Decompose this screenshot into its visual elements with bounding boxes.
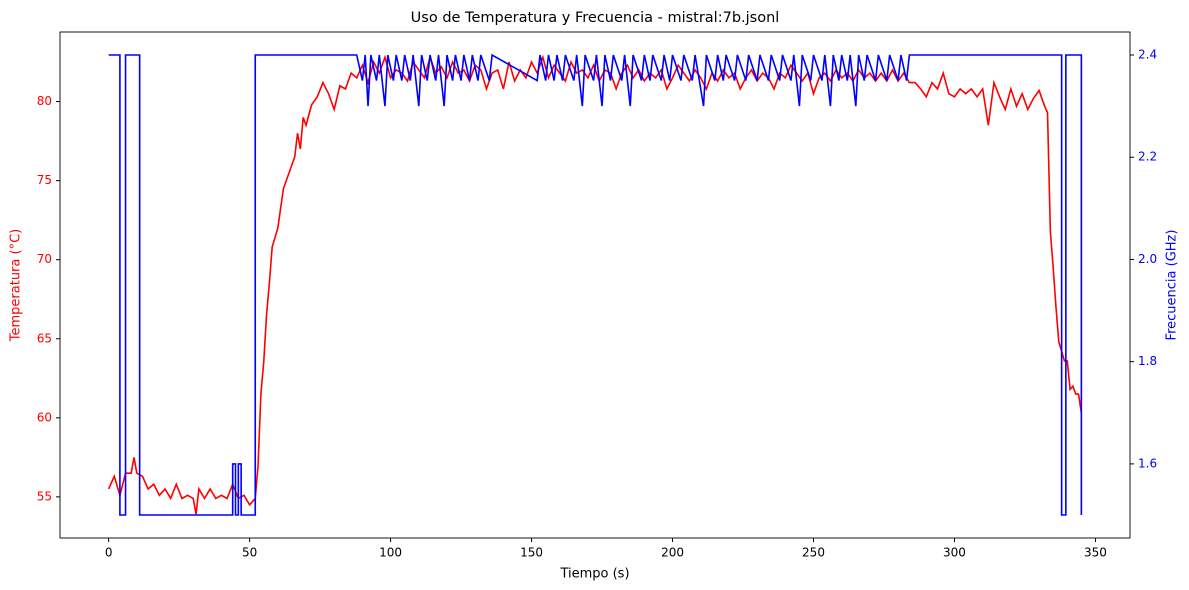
- x-axis-label: Tiempo (s): [559, 567, 629, 582]
- x-tick-label: 300: [943, 546, 966, 560]
- y2-tick-label: 2.2: [1138, 150, 1157, 164]
- y2-tick-label: 2.0: [1138, 252, 1157, 266]
- plot-frame: [59, 31, 1131, 539]
- chart-title: Uso de Temperatura y Frecuencia - mistra…: [411, 10, 780, 26]
- x-tick-label: 150: [520, 546, 543, 560]
- y2-tick-label: 2.4: [1138, 48, 1157, 62]
- y-axis-label: Temperatura (°C): [9, 229, 24, 342]
- y-tick-label: 75: [37, 173, 52, 187]
- y2-tick-label: 1.6: [1138, 456, 1157, 470]
- y-tick-label: 55: [37, 489, 52, 503]
- line-series: [108, 53, 1083, 516]
- y2-axis-label: Frecuencia (GHz): [1165, 230, 1180, 341]
- y-tick-label: 80: [37, 94, 52, 108]
- y-tick-label: 65: [37, 331, 52, 345]
- y2-tick-label: 1.8: [1138, 354, 1157, 368]
- x-tick-label: 50: [242, 546, 257, 560]
- x-tick-label: 200: [661, 546, 684, 560]
- y-tick-label: 70: [37, 252, 52, 266]
- line-series: [107, 54, 1083, 515]
- x-tick-label: 100: [379, 546, 402, 560]
- y-tick-label: 60: [37, 410, 52, 424]
- x-tick-label: 250: [802, 546, 825, 560]
- x-tick-label: 0: [105, 546, 113, 560]
- x-tick-label: 350: [1084, 546, 1107, 560]
